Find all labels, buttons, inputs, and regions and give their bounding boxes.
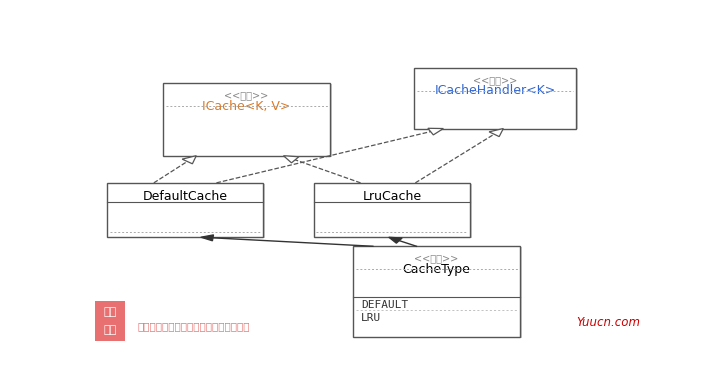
FancyBboxPatch shape xyxy=(94,301,125,341)
FancyBboxPatch shape xyxy=(315,184,472,238)
FancyBboxPatch shape xyxy=(355,247,522,338)
Text: 架构悟道原创，用最朴实的方式讲透技术: 架构悟道原创，用最朴实的方式讲透技术 xyxy=(138,321,250,331)
Text: Yuucn.com: Yuucn.com xyxy=(577,316,640,329)
Polygon shape xyxy=(200,235,213,241)
FancyBboxPatch shape xyxy=(107,183,263,237)
Text: <<接口>>: <<接口>> xyxy=(473,75,518,85)
FancyBboxPatch shape xyxy=(109,184,265,238)
Text: 架构: 架构 xyxy=(103,307,117,317)
Text: <<枚举>>: <<枚举>> xyxy=(415,253,459,263)
FancyBboxPatch shape xyxy=(416,69,578,129)
Polygon shape xyxy=(389,237,402,243)
FancyBboxPatch shape xyxy=(164,84,332,157)
Polygon shape xyxy=(283,156,298,163)
Text: <<接口>>: <<接口>> xyxy=(224,90,269,100)
Text: ICacheHandler<K>: ICacheHandler<K> xyxy=(435,84,556,98)
Text: LruCache: LruCache xyxy=(362,191,422,203)
Polygon shape xyxy=(428,128,443,135)
FancyBboxPatch shape xyxy=(414,68,576,129)
Text: ICache<K, V>: ICache<K, V> xyxy=(203,100,291,113)
Text: LRU: LRU xyxy=(361,313,381,323)
Polygon shape xyxy=(182,156,196,164)
Polygon shape xyxy=(489,129,503,136)
FancyBboxPatch shape xyxy=(353,246,521,337)
Text: DefaultCache: DefaultCache xyxy=(143,191,228,203)
FancyBboxPatch shape xyxy=(314,183,470,237)
Text: CacheType: CacheType xyxy=(402,263,471,276)
Text: 悟道: 悟道 xyxy=(103,325,117,335)
FancyBboxPatch shape xyxy=(163,83,330,156)
Text: DEFAULT: DEFAULT xyxy=(361,300,408,310)
